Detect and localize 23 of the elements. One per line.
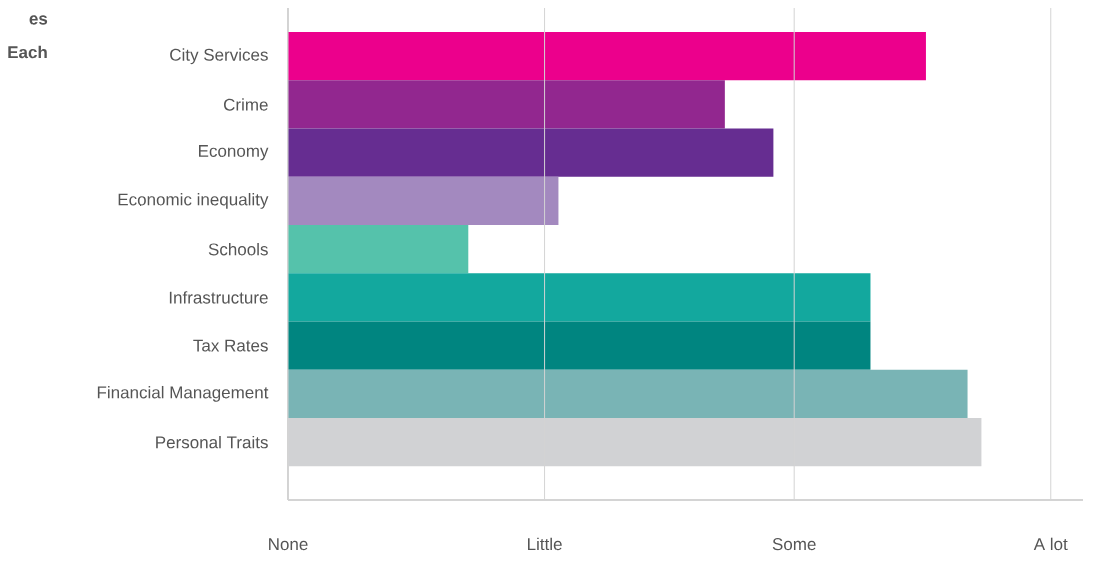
bar bbox=[288, 369, 968, 418]
text: es bbox=[29, 15, 48, 25]
bar bbox=[288, 176, 559, 226]
bar bbox=[288, 225, 469, 274]
ref-line-label: A lot bbox=[1033, 537, 1068, 551]
ref-line-label: Some bbox=[772, 538, 816, 551]
y-tick-label: Crime bbox=[224, 98, 268, 111]
bar bbox=[288, 128, 774, 177]
y-tick-label: Schools bbox=[208, 242, 268, 256]
y-tick-label: Financial Management bbox=[97, 385, 269, 402]
y-tick-label: Economic inequality bbox=[118, 193, 269, 209]
ref-line-label: Little bbox=[528, 537, 562, 551]
bar bbox=[288, 273, 871, 322]
y-tick-label: City Services bbox=[170, 48, 268, 65]
bar bbox=[288, 321, 871, 370]
y-tick-label: Economy bbox=[199, 145, 269, 161]
text: Each bbox=[8, 45, 47, 59]
y-tick-label: Personal Traits bbox=[156, 435, 268, 449]
bar bbox=[288, 32, 926, 81]
bar bbox=[288, 80, 725, 129]
ref-line-label: None bbox=[269, 538, 308, 551]
y-tick-label: Infrastructure bbox=[169, 291, 268, 304]
y-tick-label: Tax Rates bbox=[193, 339, 268, 352]
